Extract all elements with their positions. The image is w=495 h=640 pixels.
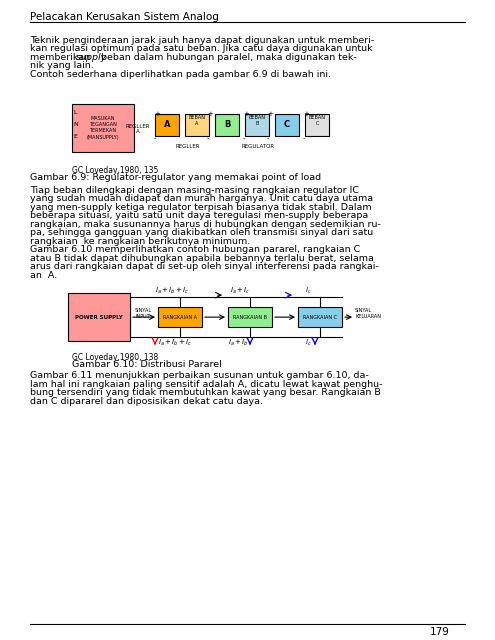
Text: yang sudah mudah didapat dan murah harganya. Unit catu daya utama: yang sudah mudah didapat dan murah harga… (30, 195, 373, 204)
Text: Contoh sederhana diperlihatkan pada gambar 6.9 di bawah ini.: Contoh sederhana diperlihatkan pada gamb… (30, 70, 331, 79)
Text: 179: 179 (430, 627, 450, 637)
Text: Gambar 6.9: Regulator-regulator yang memakai point of load: Gambar 6.9: Regulator-regulator yang mem… (30, 173, 321, 182)
Text: POWER SUPPLY: POWER SUPPLY (75, 315, 123, 319)
Text: atau B tidak dapat dihubungkan apabila bebannya terlalu berat, selama: atau B tidak dapat dihubungkan apabila b… (30, 253, 374, 262)
Text: nik yang lain.: nik yang lain. (30, 61, 94, 70)
Text: an  A.: an A. (30, 271, 57, 280)
Text: rangkaian  ke rangkaian berikutnya minimum.: rangkaian ke rangkaian berikutnya minimu… (30, 237, 250, 246)
Text: RANGKAIAN C: RANGKAIAN C (303, 315, 337, 319)
Text: Tiap beban dilengkapi dengan masing-masing rangkaian regulator IC: Tiap beban dilengkapi dengan masing-masi… (30, 186, 359, 195)
Text: SINYAL
INPUT: SINYAL INPUT (135, 308, 151, 319)
Text: SINYAL
KELUARAN: SINYAL KELUARAN (355, 308, 381, 319)
Text: GC Loveday,1980, 138: GC Loveday,1980, 138 (72, 353, 158, 362)
Text: +: + (303, 111, 309, 117)
Text: +: + (207, 111, 213, 117)
Text: Gambar 6.10: Distribusi Pararel: Gambar 6.10: Distribusi Pararel (72, 360, 222, 369)
Bar (275, 114, 299, 136)
Bar (158, 307, 202, 327)
Text: -: - (243, 135, 246, 141)
Text: +: + (154, 111, 160, 117)
Text: Gambar 6.11 menunjukkan perbaikan susunan untuk gambar 6.10, da-: Gambar 6.11 menunjukkan perbaikan susuna… (30, 371, 369, 380)
Text: rangkaian, maka susunannya harus di hubungkan dengan sedemikian ru-: rangkaian, maka susunannya harus di hubu… (30, 220, 381, 228)
Text: arus dari rangkaian dapat di set-up oleh sinyal interferensi pada rangkai-: arus dari rangkaian dapat di set-up oleh… (30, 262, 379, 271)
Text: $I_a + I_b + I_c$: $I_a + I_b + I_c$ (158, 338, 193, 348)
Text: Gambar 6.10 memperlihatkan contoh hubungan pararel, rangkaian C: Gambar 6.10 memperlihatkan contoh hubung… (30, 245, 360, 254)
Text: supply: supply (75, 53, 107, 62)
Text: beban dalam hubungan paralel, maka digunakan tek-: beban dalam hubungan paralel, maka digun… (98, 53, 357, 62)
Text: -: - (267, 135, 269, 141)
Text: $I_c$: $I_c$ (305, 286, 312, 296)
Text: yang men-supply ketiga regulator terpisah biasanya tidak stabil. Dalam: yang men-supply ketiga regulator terpisa… (30, 203, 372, 212)
Text: C: C (284, 120, 290, 129)
Bar (215, 114, 239, 136)
Text: REGULATOR: REGULATOR (242, 144, 275, 149)
Bar (228, 307, 272, 327)
Text: -: - (207, 135, 209, 141)
Bar (185, 114, 209, 136)
Text: beberapa situasi, yaitu satu unit daya teregulasi men-supply beberapa: beberapa situasi, yaitu satu unit daya t… (30, 211, 368, 220)
Text: Teknik penginderaan jarak jauh hanya dapat digunakan untuk memberi-: Teknik penginderaan jarak jauh hanya dap… (30, 36, 374, 45)
Text: +: + (267, 111, 273, 117)
Text: RANGKAIAN A: RANGKAIAN A (163, 315, 197, 319)
Text: A: A (164, 120, 170, 129)
Text: $I_a + I_b + I_c$: $I_a + I_b + I_c$ (155, 286, 190, 296)
Text: MASUKAN
TEGANGAN
TERMEKAN
(MANSUPPLY): MASUKAN TEGANGAN TERMEKAN (MANSUPPLY) (87, 116, 119, 140)
Text: BEBAN
A: BEBAN A (189, 115, 205, 126)
Bar (155, 114, 179, 136)
Text: RANGKAIAN B: RANGKAIAN B (233, 315, 267, 319)
Text: BEBAN
C: BEBAN C (308, 115, 326, 126)
Bar (68, 293, 130, 341)
Text: GC Loveday,1980, 135: GC Loveday,1980, 135 (72, 166, 158, 175)
Text: -: - (303, 135, 305, 141)
Text: -: - (154, 135, 156, 141)
Text: E: E (73, 134, 77, 139)
Text: REGLLER: REGLLER (176, 144, 200, 149)
Text: REGLLER: REGLLER (126, 124, 150, 129)
Text: B: B (224, 120, 230, 129)
Text: N: N (73, 122, 78, 127)
Text: bung tersendiri yang tidak membutuhkan kawat yang besar. Rangkaian B: bung tersendiri yang tidak membutuhkan k… (30, 388, 381, 397)
Text: $I_a + I_b$: $I_a + I_b$ (228, 338, 249, 348)
Text: Pelacakan Kerusakan Sistem Analog: Pelacakan Kerusakan Sistem Analog (30, 12, 219, 22)
Bar (68, 96, 458, 171)
Text: +: + (243, 111, 249, 117)
Text: memberikan: memberikan (30, 53, 93, 62)
Text: $I_c$: $I_c$ (305, 338, 312, 348)
Text: BEBAN
B: BEBAN B (248, 115, 265, 126)
Bar (298, 307, 342, 327)
Text: $I_a + I_c$: $I_a + I_c$ (230, 286, 250, 296)
Text: dan C dipararel dan diposisikan dekat catu daya.: dan C dipararel dan diposisikan dekat ca… (30, 397, 263, 406)
Text: lam hal ini rangkaian paling sensitif adalah A, dicatu lewat kawat penghu-: lam hal ini rangkaian paling sensitif ad… (30, 380, 383, 388)
Bar (305, 114, 329, 136)
Bar (72, 104, 134, 152)
Bar (245, 114, 269, 136)
Text: A: A (136, 129, 140, 134)
Text: kan regulasi optimum pada satu beban. Jika catu daya digunakan untuk: kan regulasi optimum pada satu beban. Ji… (30, 44, 373, 54)
Text: L: L (73, 110, 77, 115)
Text: pa, sehingga gangguan yang diakibatkan oleh transmisi sinyal dari satu: pa, sehingga gangguan yang diakibatkan o… (30, 228, 373, 237)
